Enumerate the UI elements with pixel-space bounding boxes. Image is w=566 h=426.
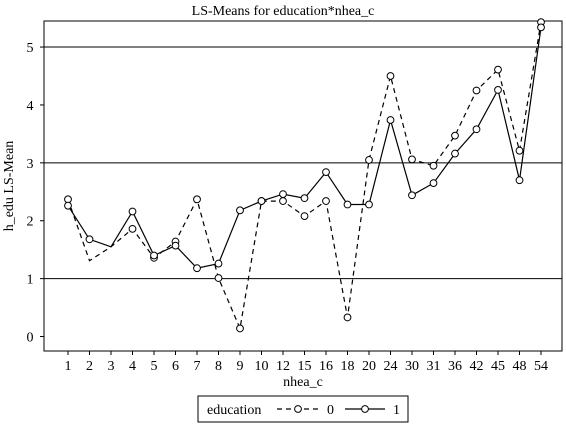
x-tick-label: 10 bbox=[255, 359, 269, 374]
data-point-1 bbox=[472, 125, 481, 134]
data-point-1 bbox=[236, 206, 244, 215]
legend-title: education bbox=[207, 403, 261, 418]
data-point-1 bbox=[365, 200, 373, 209]
x-tick-label: 48 bbox=[513, 359, 527, 374]
data-point-1 bbox=[193, 264, 201, 273]
x-tick-label: 12 bbox=[276, 359, 290, 374]
x-tick-label: 20 bbox=[362, 359, 376, 374]
data-point-0 bbox=[193, 195, 201, 204]
y-axis-label: h_edu LS-Mean bbox=[2, 141, 17, 232]
reference-lines bbox=[44, 46, 562, 280]
data-point-1 bbox=[322, 168, 330, 177]
data-point-1 bbox=[257, 197, 266, 205]
data-point-1 bbox=[150, 251, 158, 260]
y-axis: 0 1 2 3 4 5 bbox=[27, 41, 44, 346]
x-tick-label: 31 bbox=[427, 359, 441, 374]
data-point-1 bbox=[451, 149, 459, 158]
x-tick-label: 9 bbox=[237, 359, 244, 374]
data-point-0 bbox=[300, 212, 309, 221]
x-tick-label: 3 bbox=[108, 359, 115, 374]
x-tick-label: 45 bbox=[491, 359, 505, 374]
data-point-0 bbox=[472, 86, 481, 95]
data-point-1 bbox=[429, 179, 438, 188]
x-axis: 1 2 3 4 5 6 7 8 9 10 12 15 16 18 20 24 30 31 36 42 45 48 54 bbox=[65, 351, 548, 374]
data-point-1 bbox=[386, 116, 395, 124]
legend: education 0 1 bbox=[197, 395, 409, 423]
data-point-0 bbox=[365, 156, 373, 164]
data-point-1 bbox=[300, 194, 309, 203]
legend-label-0: 0 bbox=[327, 403, 334, 418]
y-tick-label: 5 bbox=[27, 41, 34, 56]
x-tick-label: 8 bbox=[215, 359, 222, 374]
x-tick-label: 16 bbox=[319, 359, 333, 374]
y-tick-label: 1 bbox=[27, 273, 34, 288]
data-point-0 bbox=[279, 197, 287, 205]
data-point-0 bbox=[429, 161, 438, 170]
legend-marker-0 bbox=[294, 405, 302, 413]
x-tick-label: 7 bbox=[194, 359, 201, 374]
x-tick-label: 18 bbox=[341, 359, 355, 374]
data-point-1 bbox=[515, 176, 524, 185]
plot-area bbox=[43, 20, 563, 352]
chart-title: LS-Means for education*nhea_c bbox=[192, 4, 375, 19]
x-tick-label: 42 bbox=[470, 359, 484, 374]
data-point-1 bbox=[214, 259, 223, 268]
data-point-0 bbox=[515, 146, 524, 155]
x-tick-label: 30 bbox=[405, 359, 419, 374]
data-point-0 bbox=[236, 324, 244, 333]
data-point-0 bbox=[64, 195, 72, 204]
legend-box bbox=[197, 395, 409, 423]
data-point-0 bbox=[494, 65, 502, 74]
data-point-1 bbox=[128, 207, 137, 216]
x-tick-label: 36 bbox=[448, 359, 462, 374]
series-line-0 bbox=[67, 22, 542, 331]
y-tick-label: 0 bbox=[27, 331, 34, 346]
data-point-1 bbox=[171, 241, 180, 250]
data-point-1 bbox=[537, 23, 545, 32]
data-point-0 bbox=[451, 131, 459, 140]
series-line-1 bbox=[67, 27, 542, 269]
data-point-1 bbox=[279, 190, 287, 199]
x-tick-label: 6 bbox=[172, 359, 179, 374]
x-tick-label: 2 bbox=[86, 359, 93, 374]
data-point-0 bbox=[214, 274, 223, 282]
x-tick-label: 4 bbox=[129, 359, 136, 374]
data-point-0 bbox=[386, 72, 395, 80]
series-layer bbox=[64, 18, 545, 333]
legend-label-1: 1 bbox=[393, 403, 400, 418]
data-point-1 bbox=[64, 201, 72, 210]
data-point-1 bbox=[343, 200, 352, 209]
x-tick-label: 15 bbox=[298, 359, 312, 374]
y-tick-label: 3 bbox=[27, 157, 34, 172]
data-point-1 bbox=[85, 235, 94, 244]
data-point-1 bbox=[494, 85, 502, 94]
legend-marker-1 bbox=[361, 405, 369, 413]
data-point-1 bbox=[408, 191, 416, 200]
x-tick-label: 54 bbox=[534, 359, 548, 374]
data-point-0 bbox=[322, 197, 330, 205]
y-tick-label: 4 bbox=[27, 99, 34, 114]
x-tick-label: 1 bbox=[65, 359, 72, 374]
data-point-0 bbox=[128, 224, 137, 233]
x-tick-label: 24 bbox=[384, 359, 398, 374]
data-point-0 bbox=[343, 313, 352, 322]
data-point-0 bbox=[408, 155, 416, 164]
x-axis-label: nhea_c bbox=[283, 375, 323, 390]
y-tick-label: 2 bbox=[27, 215, 34, 230]
x-tick-label: 5 bbox=[151, 359, 158, 374]
